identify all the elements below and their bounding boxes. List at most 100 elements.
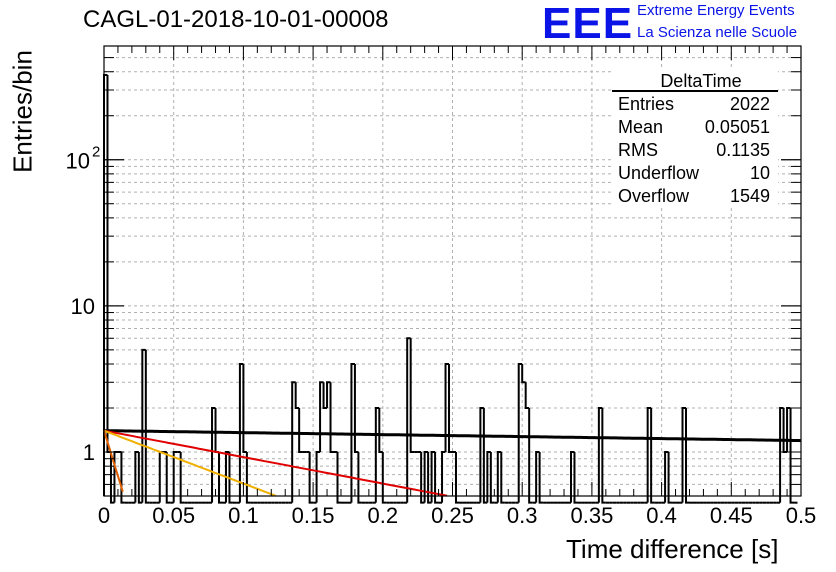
histogram-bin: [357, 452, 362, 504]
histogram-bin: [664, 451, 669, 503]
histogram-bin: [298, 408, 303, 454]
histogram-bin: [329, 382, 335, 454]
y-tick-label: 10: [71, 294, 95, 319]
y-tick-label: 10: [66, 149, 90, 174]
histogram-bin: [106, 74, 111, 454]
histogram-bin: [528, 408, 533, 504]
stats-row-entries: Entries 2022: [612, 93, 778, 116]
chart-title: CAGL-01-2018-10-01-00008: [83, 6, 389, 33]
histogram-bin: [294, 382, 300, 410]
histogram-bin: [489, 452, 495, 504]
eee-logo: EEE: [542, 0, 634, 48]
x-tick-label: 0.35: [570, 503, 613, 528]
histogram-bin: [336, 452, 341, 504]
stats-value: 0.1135: [716, 140, 770, 160]
grid-lines: [104, 46, 801, 496]
histogram-bin: [242, 364, 247, 454]
histogram-bin: [353, 364, 359, 454]
x-tick-label: 0.2: [368, 503, 399, 528]
histogram-bin: [569, 451, 575, 503]
histogram-bin: [482, 408, 488, 504]
x-tick-label: 0.25: [431, 503, 474, 528]
histogram-bin: [381, 452, 387, 504]
histogram-bin: [434, 452, 439, 504]
histogram-bin: [319, 381, 324, 453]
stats-label: RMS: [618, 140, 658, 160]
axis-ticks: [103, 46, 802, 496]
histogram-bin: [684, 408, 690, 504]
y-tick-label: 1: [83, 440, 95, 465]
histogram-bin: [681, 407, 686, 503]
stats-row-overflow: Overflow 1549: [612, 185, 778, 208]
logo-caption-line2: La Scienza nelle Scuole: [637, 24, 798, 41]
histogram-bin: [454, 452, 460, 504]
x-tick-label: 0.05: [152, 503, 195, 528]
x-tick-label: 0.5: [786, 503, 817, 528]
histogram-bin: [158, 451, 164, 503]
histogram-bin: [315, 451, 321, 503]
histogram-bin: [650, 408, 655, 504]
stats-row-underflow: Underflow 10: [612, 162, 778, 185]
x-tick-label: 0.15: [292, 503, 335, 528]
histogram-bin: [601, 408, 606, 504]
x-tick-label: 0.4: [646, 503, 677, 528]
stats-box: DeltaTime Entries 2022 Mean 0.05051 RMS …: [612, 70, 778, 208]
histogram-bin: [535, 451, 540, 503]
histogram-bin: [245, 452, 251, 504]
stats-label: Overflow: [618, 186, 690, 206]
histogram-bin: [420, 452, 425, 504]
histogram-bin: [172, 451, 178, 503]
y-axis-label: Entries/bin: [7, 50, 38, 173]
y-tick-label-exponent: 2: [92, 144, 100, 161]
histogram-bin: [326, 381, 331, 409]
fit-curve: [103, 430, 124, 492]
histogram-bin: [322, 382, 328, 410]
histogram-bin: [378, 408, 383, 454]
fit-curve: [103, 429, 448, 497]
stats-label: Underflow: [618, 163, 700, 183]
histogram-bin: [218, 452, 223, 504]
stats-label: Entries: [618, 94, 675, 114]
histogram-bin: [486, 451, 491, 503]
histogram-bin: [137, 452, 143, 504]
histogram-bin: [214, 408, 220, 454]
x-tick-label: 0: [98, 503, 110, 528]
stats-title: DeltaTime: [612, 70, 778, 92]
histogram-bin: [228, 452, 233, 504]
histogram-bin: [291, 381, 296, 503]
stats-value: 2022: [729, 94, 770, 114]
logo-caption-line1: Extreme Energy Events: [637, 2, 795, 19]
histogram-bin: [779, 407, 784, 503]
histogram-bin: [517, 363, 523, 503]
histogram-bin: [374, 407, 380, 503]
stats-row-mean: Mean 0.05051: [612, 116, 778, 139]
stats-row-rms: RMS 0.1135: [612, 139, 778, 162]
stats-label: Mean: [618, 117, 664, 137]
stats-value: 10: [749, 163, 770, 183]
histogram-bin: [120, 452, 125, 504]
histogram-bin: [224, 451, 230, 503]
x-axis-label: Time difference [s]: [566, 534, 779, 564]
histogram-bin: [350, 363, 355, 503]
histogram-bin: [444, 363, 450, 453]
histogram-bin: [406, 337, 411, 503]
histogram-bin: [165, 452, 171, 504]
histogram-bin: [597, 407, 603, 503]
fit-curves: [103, 429, 802, 497]
histogram-bin: [430, 451, 436, 503]
histogram-bin: [441, 451, 446, 503]
histogram-bin: [521, 364, 526, 384]
histogram-bin: [667, 452, 673, 504]
stats-value: 1549: [729, 186, 770, 206]
histogram-bin: [427, 452, 432, 504]
histogram-bin: [109, 452, 115, 504]
histogram-bin: [789, 408, 795, 504]
histogram-bin: [409, 338, 415, 454]
histogram-bin: [134, 451, 139, 503]
fit-curve: [103, 429, 276, 497]
x-tick-label: 0.45: [710, 503, 753, 528]
histogram-bin: [646, 407, 652, 503]
fit-curve: [104, 429, 802, 443]
x-tick-label: 0.3: [507, 503, 538, 528]
histogram-bin: [524, 382, 530, 410]
